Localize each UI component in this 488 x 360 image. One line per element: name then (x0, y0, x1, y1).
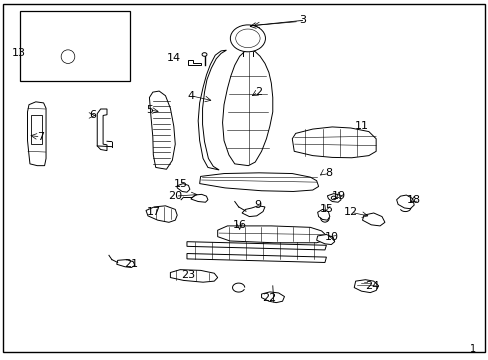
Text: 10: 10 (325, 232, 339, 242)
Text: 16: 16 (232, 220, 246, 230)
Polygon shape (317, 210, 329, 220)
Text: 15: 15 (174, 179, 188, 189)
Text: 13: 13 (12, 48, 26, 58)
Text: 1: 1 (468, 343, 475, 354)
Polygon shape (188, 60, 200, 65)
Text: 15: 15 (319, 204, 333, 214)
Polygon shape (32, 49, 48, 67)
Polygon shape (146, 206, 177, 222)
Polygon shape (97, 109, 107, 150)
Polygon shape (149, 91, 175, 169)
Polygon shape (292, 127, 375, 158)
Text: 23: 23 (181, 270, 195, 280)
Ellipse shape (61, 50, 75, 63)
Bar (20, 12, 130, 81)
Text: 5: 5 (145, 105, 153, 115)
Polygon shape (217, 226, 326, 243)
Text: 21: 21 (123, 259, 138, 269)
Polygon shape (27, 102, 46, 166)
Ellipse shape (230, 25, 265, 52)
Polygon shape (117, 260, 135, 267)
Polygon shape (353, 280, 378, 293)
Text: 7: 7 (37, 132, 44, 142)
Text: 4: 4 (187, 91, 194, 101)
Polygon shape (242, 206, 264, 217)
Text: 2: 2 (255, 87, 262, 97)
Text: 9: 9 (254, 200, 261, 210)
Text: 14: 14 (166, 53, 181, 63)
Polygon shape (198, 50, 226, 170)
Ellipse shape (235, 29, 260, 48)
Text: 12: 12 (343, 207, 357, 217)
Polygon shape (396, 195, 413, 209)
Text: 11: 11 (354, 121, 368, 131)
Circle shape (330, 196, 335, 200)
Polygon shape (186, 253, 326, 262)
Circle shape (202, 53, 206, 56)
Text: 22: 22 (261, 293, 275, 303)
Polygon shape (190, 194, 207, 202)
Bar (31, 116, 41, 144)
Polygon shape (362, 213, 384, 226)
Text: 24: 24 (365, 281, 379, 291)
Polygon shape (222, 50, 272, 166)
Polygon shape (186, 242, 326, 250)
Text: 3: 3 (299, 15, 306, 26)
Text: 6: 6 (89, 111, 96, 121)
Polygon shape (316, 234, 334, 244)
Polygon shape (57, 45, 80, 68)
Polygon shape (199, 173, 318, 192)
Text: 19: 19 (331, 191, 345, 201)
Text: 17: 17 (147, 207, 161, 217)
Text: 20: 20 (168, 191, 182, 201)
Polygon shape (327, 194, 340, 202)
Text: 8: 8 (324, 168, 331, 178)
Polygon shape (261, 292, 284, 303)
Text: 18: 18 (407, 195, 420, 205)
Polygon shape (170, 270, 217, 282)
Polygon shape (177, 184, 189, 192)
